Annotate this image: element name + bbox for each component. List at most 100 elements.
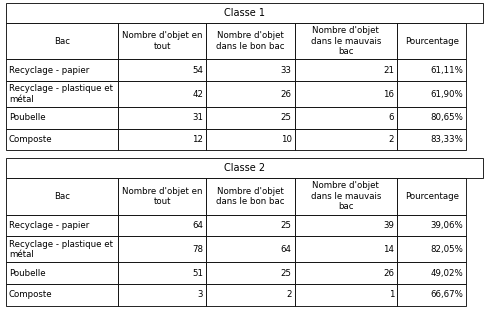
Text: 16: 16 — [383, 90, 393, 99]
Bar — [118, 107, 206, 129]
Bar — [6, 158, 482, 178]
Bar — [118, 59, 206, 81]
Text: Recyclage - papier: Recyclage - papier — [9, 66, 89, 75]
Text: 3: 3 — [198, 290, 203, 299]
Text: Pourcentage: Pourcentage — [404, 192, 458, 201]
Text: 66,67%: 66,67% — [430, 290, 463, 299]
Bar — [294, 107, 396, 129]
Text: Recyclage - papier: Recyclage - papier — [9, 221, 89, 230]
Text: 25: 25 — [280, 114, 291, 122]
Text: 26: 26 — [280, 90, 291, 99]
Bar — [294, 236, 396, 262]
Text: Nombre d'objet
dans le bon bac: Nombre d'objet dans le bon bac — [216, 31, 284, 51]
Bar — [396, 284, 466, 306]
Bar — [206, 59, 294, 81]
Bar — [6, 3, 482, 23]
Text: 42: 42 — [192, 90, 203, 99]
Text: Composte: Composte — [9, 135, 52, 144]
Bar — [6, 23, 118, 59]
Text: 64: 64 — [280, 245, 291, 254]
Text: 39: 39 — [383, 221, 393, 230]
Text: 21: 21 — [383, 66, 393, 75]
Bar — [118, 178, 206, 215]
Text: 51: 51 — [192, 269, 203, 278]
Text: 33: 33 — [280, 66, 291, 75]
Text: Nombre d'objet
dans le mauvais
bac: Nombre d'objet dans le mauvais bac — [310, 182, 380, 211]
Bar — [294, 59, 396, 81]
Text: Composte: Composte — [9, 290, 52, 299]
Text: 82,05%: 82,05% — [430, 245, 463, 254]
Text: Nombre d'objet en
tout: Nombre d'objet en tout — [122, 187, 202, 206]
Text: 80,65%: 80,65% — [430, 114, 463, 122]
Text: 25: 25 — [280, 269, 291, 278]
Bar — [118, 23, 206, 59]
Bar — [396, 178, 466, 215]
Bar — [118, 215, 206, 236]
Bar — [294, 81, 396, 107]
Text: 1: 1 — [388, 290, 393, 299]
Bar — [396, 262, 466, 284]
Bar — [206, 215, 294, 236]
Bar — [206, 236, 294, 262]
Bar — [6, 129, 118, 150]
Bar — [6, 107, 118, 129]
Text: 31: 31 — [192, 114, 203, 122]
Text: Classe 1: Classe 1 — [224, 8, 264, 18]
Bar — [396, 236, 466, 262]
Text: Recyclage - plastique et
métal: Recyclage - plastique et métal — [9, 84, 113, 104]
Text: Nombre d'objet en
tout: Nombre d'objet en tout — [122, 31, 202, 51]
Text: 6: 6 — [388, 114, 393, 122]
Text: Poubelle: Poubelle — [9, 114, 45, 122]
Bar — [118, 129, 206, 150]
Bar — [396, 59, 466, 81]
Text: 61,11%: 61,11% — [430, 66, 463, 75]
Text: 64: 64 — [192, 221, 203, 230]
Bar — [294, 23, 396, 59]
Bar — [206, 284, 294, 306]
Text: 54: 54 — [192, 66, 203, 75]
Bar — [396, 107, 466, 129]
Bar — [294, 284, 396, 306]
Bar — [396, 23, 466, 59]
Text: 39,06%: 39,06% — [430, 221, 463, 230]
Bar — [206, 178, 294, 215]
Bar — [6, 178, 118, 215]
Bar — [6, 215, 118, 236]
Text: 61,90%: 61,90% — [430, 90, 463, 99]
Text: 10: 10 — [280, 135, 291, 144]
Bar — [294, 215, 396, 236]
Bar — [6, 81, 118, 107]
Text: Recyclage - plastique et
métal: Recyclage - plastique et métal — [9, 239, 113, 259]
Text: Bac: Bac — [54, 37, 70, 46]
Bar — [6, 236, 118, 262]
Bar — [396, 81, 466, 107]
Bar — [118, 284, 206, 306]
Text: Pourcentage: Pourcentage — [404, 37, 458, 46]
Bar — [294, 262, 396, 284]
Bar — [118, 262, 206, 284]
Text: 2: 2 — [285, 290, 291, 299]
Bar — [6, 262, 118, 284]
Text: Nombre d'objet
dans le bon bac: Nombre d'objet dans le bon bac — [216, 187, 284, 206]
Text: Classe 2: Classe 2 — [224, 163, 264, 173]
Text: 83,33%: 83,33% — [430, 135, 463, 144]
Bar — [6, 59, 118, 81]
Bar — [396, 215, 466, 236]
Text: 49,02%: 49,02% — [430, 269, 463, 278]
Bar — [118, 81, 206, 107]
Bar — [206, 107, 294, 129]
Bar — [294, 129, 396, 150]
Bar — [294, 178, 396, 215]
Bar — [6, 284, 118, 306]
Text: Bac: Bac — [54, 192, 70, 201]
Bar — [206, 129, 294, 150]
Bar — [396, 129, 466, 150]
Text: 14: 14 — [383, 245, 393, 254]
Text: 26: 26 — [383, 269, 393, 278]
Text: 12: 12 — [192, 135, 203, 144]
Text: 78: 78 — [192, 245, 203, 254]
Bar — [206, 23, 294, 59]
Bar — [206, 81, 294, 107]
Text: 2: 2 — [388, 135, 393, 144]
Text: 25: 25 — [280, 221, 291, 230]
